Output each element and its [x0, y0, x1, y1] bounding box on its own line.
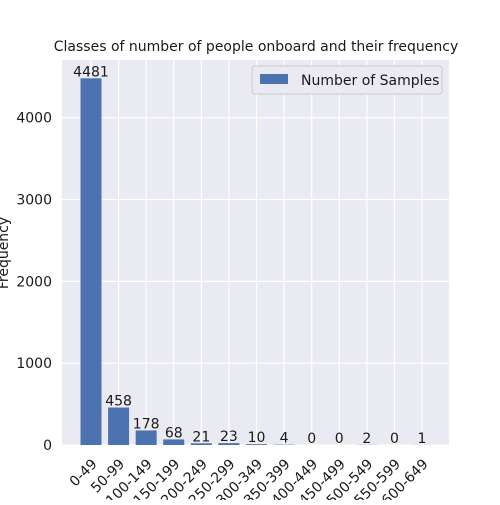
bar-value-label: 10 [248, 430, 266, 446]
legend-label: Number of Samples [301, 73, 439, 89]
y-tick-label: 3000 [16, 193, 52, 209]
chart-title: Classes of number of people onboard and … [54, 39, 458, 55]
bar-value-label: 0 [390, 431, 399, 447]
y-tick-label: 2000 [16, 274, 52, 290]
bar-value-label: 178 [133, 416, 160, 432]
y-tick-label: 1000 [16, 356, 52, 372]
bar-value-label: 4481 [73, 64, 109, 80]
bar-value-label: 23 [220, 429, 238, 445]
bar-value-label: 458 [105, 394, 132, 410]
bar-value-label: 68 [165, 425, 183, 441]
bar-value-label: 1 [418, 431, 427, 447]
bar [136, 430, 157, 445]
legend-swatch [260, 74, 288, 84]
bar-value-label: 4 [280, 431, 289, 447]
bar-value-label: 0 [335, 431, 344, 447]
bar [108, 408, 129, 445]
bar-value-label: 0 [307, 431, 316, 447]
y-axis-label: Frequency [0, 217, 12, 289]
bar-value-label: 21 [192, 429, 210, 445]
bar-value-label: 2 [362, 431, 371, 447]
y-tick-label: 4000 [16, 111, 52, 127]
x-axis-ticks: 0-4950-99100-149150-199200-249250-299300… [67, 456, 432, 500]
bar [81, 78, 102, 445]
y-axis-ticks: 0 1000 2000 3000 4000 [16, 111, 52, 454]
legend: Number of Samples [252, 66, 442, 94]
y-tick-label: 0 [43, 438, 52, 454]
